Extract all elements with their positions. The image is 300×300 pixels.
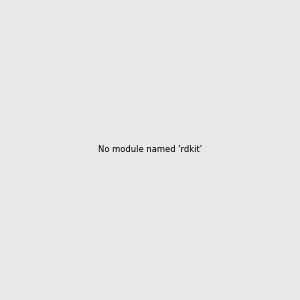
Text: No module named 'rdkit': No module named 'rdkit' xyxy=(98,146,202,154)
